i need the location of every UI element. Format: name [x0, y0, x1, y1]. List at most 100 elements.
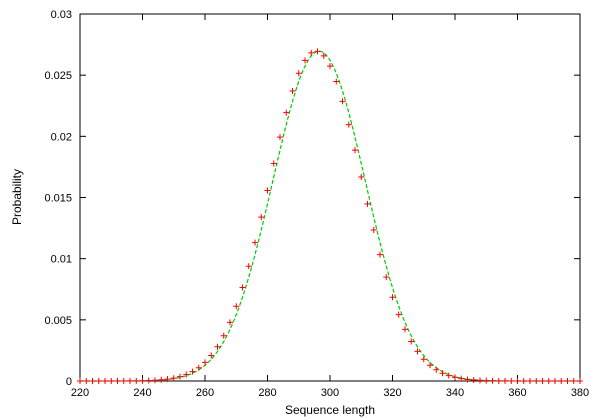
y-tick-label: 0.02 [51, 131, 72, 143]
data-point [227, 319, 233, 326]
data-point [558, 378, 565, 384]
data-point [139, 377, 146, 384]
data-point [477, 377, 483, 384]
data-point [527, 377, 533, 384]
data-point [114, 377, 121, 384]
data-point [170, 375, 177, 382]
data-point [289, 87, 296, 94]
data-point [427, 362, 433, 369]
x-tick-label: 320 [383, 387, 401, 399]
data-point [552, 377, 558, 384]
data-point [502, 377, 508, 384]
data-point [308, 49, 315, 56]
data-point [464, 376, 471, 383]
y-tick-label: 0.015 [44, 193, 72, 205]
data-point [102, 377, 108, 384]
data-point [320, 52, 327, 59]
data-point [433, 366, 440, 373]
data-point [514, 377, 521, 384]
data-point [327, 63, 333, 70]
data-point [452, 374, 458, 381]
data-point [420, 356, 427, 363]
y-tick-label: 0.01 [51, 254, 72, 266]
data-point [239, 284, 246, 291]
data-point [270, 160, 277, 167]
data-point [120, 377, 127, 384]
x-tick-label: 280 [258, 387, 276, 399]
y-tick-label: 0.03 [51, 9, 72, 21]
data-point [252, 239, 258, 246]
data-point [258, 214, 265, 221]
y-tick-label: 0.005 [44, 315, 72, 327]
y-tick-labels: 0 0.005 0.01 0.015 0.02 0.025 0.03 [44, 9, 72, 388]
data-point [214, 343, 221, 350]
data-point [145, 377, 152, 384]
data-point [245, 263, 252, 270]
data-point [414, 348, 421, 355]
data-point [458, 375, 465, 382]
data-point [364, 200, 371, 207]
data-point [570, 378, 577, 384]
data-point [345, 121, 352, 128]
x-tick-label: 260 [196, 387, 214, 399]
data-point [545, 377, 552, 384]
data-point [89, 377, 96, 384]
data-point [439, 370, 446, 377]
data-point [358, 173, 365, 180]
data-point [395, 311, 402, 318]
data-point [152, 377, 158, 384]
data-point [377, 251, 383, 258]
x-tick-label: 300 [321, 387, 339, 399]
data-point [564, 378, 571, 384]
data-point [489, 377, 496, 384]
data-point [539, 377, 546, 384]
data-point [370, 227, 377, 234]
data-point [383, 274, 390, 281]
fit-line-series [80, 50, 580, 382]
y-axis-label: Probability [10, 169, 24, 225]
data-point [220, 332, 227, 339]
data-point [189, 368, 196, 375]
data-point [577, 378, 583, 384]
data-point [508, 377, 515, 384]
data-point [133, 377, 140, 384]
data-point [470, 377, 477, 384]
data-point [277, 134, 283, 141]
data-point [408, 338, 415, 345]
data-point [208, 352, 215, 359]
data-point [202, 359, 208, 366]
x-tick-label: 220 [71, 387, 89, 399]
x-tick-label: 360 [508, 387, 526, 399]
x-tick-label: 240 [133, 387, 151, 399]
data-point [533, 377, 540, 384]
x-tick-label: 380 [571, 387, 589, 399]
data-point [233, 303, 240, 310]
data-point [83, 377, 90, 384]
data-point [177, 373, 183, 380]
data-point [158, 376, 165, 383]
data-point [314, 48, 321, 55]
data-point [352, 147, 358, 154]
data-point [183, 371, 190, 378]
data-point [283, 109, 290, 116]
data-point [164, 376, 171, 383]
data-point [483, 377, 490, 384]
x-axis-label: Sequence length [285, 403, 375, 417]
data-point [389, 294, 396, 301]
data-point [108, 377, 115, 384]
x-tick-labels: 220 240 260 280 300 320 340 360 380 [71, 387, 589, 399]
data-point [264, 187, 271, 194]
fit-curve [80, 50, 580, 382]
data-point [127, 377, 133, 384]
y-tick-label: 0 [66, 376, 72, 388]
data-point [333, 78, 340, 85]
data-point [77, 377, 83, 384]
data-point [520, 377, 527, 384]
data-point [195, 364, 202, 371]
data-point [445, 372, 452, 379]
data-point [95, 377, 102, 384]
data-points-series [77, 48, 583, 384]
data-point [495, 377, 502, 384]
y-tick-label: 0.025 [44, 70, 72, 82]
